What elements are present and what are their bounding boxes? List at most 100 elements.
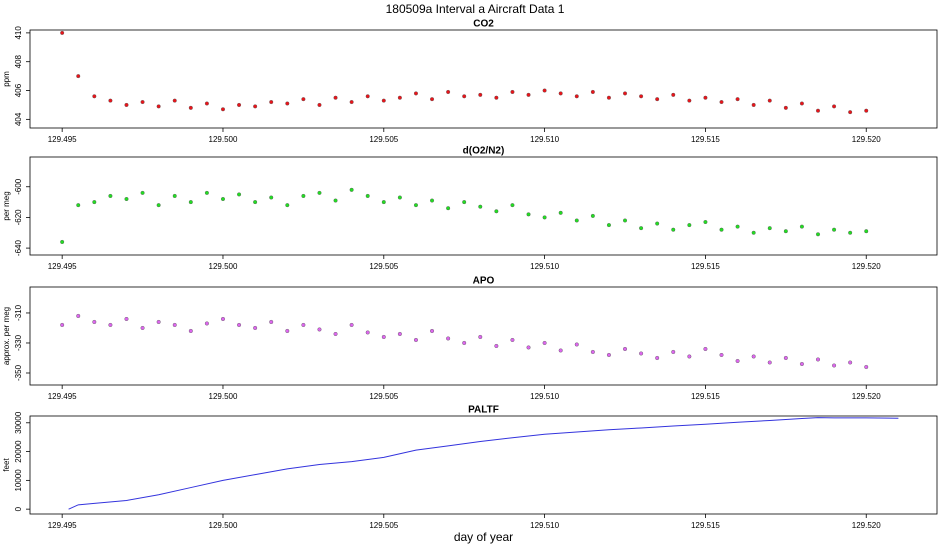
point xyxy=(220,107,225,112)
point xyxy=(285,328,290,333)
x-tick-label: 129.510 xyxy=(530,392,559,401)
x-tick-label: 129.495 xyxy=(48,135,77,144)
point xyxy=(269,100,274,105)
point xyxy=(172,322,177,327)
point xyxy=(623,91,628,96)
point xyxy=(76,74,81,79)
point xyxy=(510,337,515,342)
point xyxy=(799,224,804,229)
point xyxy=(494,343,499,348)
point xyxy=(783,229,788,234)
point xyxy=(542,340,547,345)
y-tick-label: -640 xyxy=(14,240,23,257)
point xyxy=(317,190,322,195)
point xyxy=(430,198,435,203)
x-tick-label: 129.505 xyxy=(369,392,398,401)
x-tick-label: 129.510 xyxy=(530,521,559,530)
point xyxy=(317,327,322,332)
plot-frame xyxy=(29,156,938,256)
point xyxy=(848,110,853,115)
point xyxy=(606,223,611,228)
y-tick-label: 20000 xyxy=(14,440,23,463)
point xyxy=(220,316,225,321)
point xyxy=(253,104,258,109)
point xyxy=(60,239,65,244)
x-tick-label: 129.500 xyxy=(209,392,238,401)
y-tick-label: -350 xyxy=(14,364,23,381)
point xyxy=(751,354,756,359)
y-tick-label: -310 xyxy=(14,304,23,321)
point xyxy=(333,95,338,100)
point xyxy=(864,364,869,369)
point xyxy=(623,218,628,223)
x-tick-label: 129.520 xyxy=(852,521,881,530)
point xyxy=(462,200,467,205)
panel-title: d(O2/N2) xyxy=(463,146,505,157)
x-tick-label: 129.495 xyxy=(48,392,77,401)
point xyxy=(815,108,820,113)
point xyxy=(799,361,804,366)
point xyxy=(864,108,869,113)
point xyxy=(92,200,97,205)
point xyxy=(494,209,499,214)
point xyxy=(655,355,660,360)
point xyxy=(381,334,386,339)
page-title: 180509a Interval a Aircraft Data 1 xyxy=(386,2,565,16)
point xyxy=(478,92,483,97)
point xyxy=(623,346,628,351)
point xyxy=(188,200,193,205)
point xyxy=(381,98,386,103)
point xyxy=(446,206,451,211)
point xyxy=(108,322,113,327)
point xyxy=(108,98,113,103)
point xyxy=(365,193,370,198)
point xyxy=(478,204,483,209)
point xyxy=(204,321,209,326)
point xyxy=(108,193,113,198)
x-tick-label: 129.515 xyxy=(691,262,720,271)
point xyxy=(124,197,129,202)
point xyxy=(365,94,370,99)
point xyxy=(285,101,290,106)
y-tick-label: -620 xyxy=(14,209,23,226)
y-tick-label: 406 xyxy=(14,83,23,97)
point xyxy=(430,97,435,102)
point xyxy=(655,221,660,226)
point xyxy=(92,94,97,99)
point xyxy=(60,30,65,35)
x-tick-label: 129.500 xyxy=(209,135,238,144)
point xyxy=(590,213,595,218)
point xyxy=(574,218,579,223)
point xyxy=(767,226,772,231)
point xyxy=(848,360,853,365)
point xyxy=(333,331,338,336)
x-tick-label: 129.515 xyxy=(691,392,720,401)
point xyxy=(237,192,242,197)
point xyxy=(494,95,499,100)
point xyxy=(301,97,306,102)
point xyxy=(767,98,772,103)
y-tick-label: 10000 xyxy=(14,469,23,492)
point xyxy=(558,91,563,96)
point xyxy=(590,349,595,354)
point xyxy=(606,352,611,357)
point xyxy=(413,203,418,208)
point xyxy=(188,328,193,333)
point xyxy=(719,227,724,232)
y-tick-label: 408 xyxy=(14,54,23,68)
x-tick-label: 129.520 xyxy=(852,392,881,401)
point xyxy=(687,354,692,359)
point xyxy=(172,193,177,198)
panel-title: APO xyxy=(473,276,495,287)
point xyxy=(301,322,306,327)
y-tick-label: -330 xyxy=(14,334,23,351)
point xyxy=(542,215,547,220)
plot-frame xyxy=(29,29,938,129)
point xyxy=(381,200,386,205)
point xyxy=(832,227,837,232)
x-tick-label: 129.505 xyxy=(369,521,398,530)
point xyxy=(606,95,611,100)
x-tick-label: 129.520 xyxy=(852,135,881,144)
y-tick-label: 404 xyxy=(14,112,23,126)
y-axis-label: feet xyxy=(2,458,11,472)
